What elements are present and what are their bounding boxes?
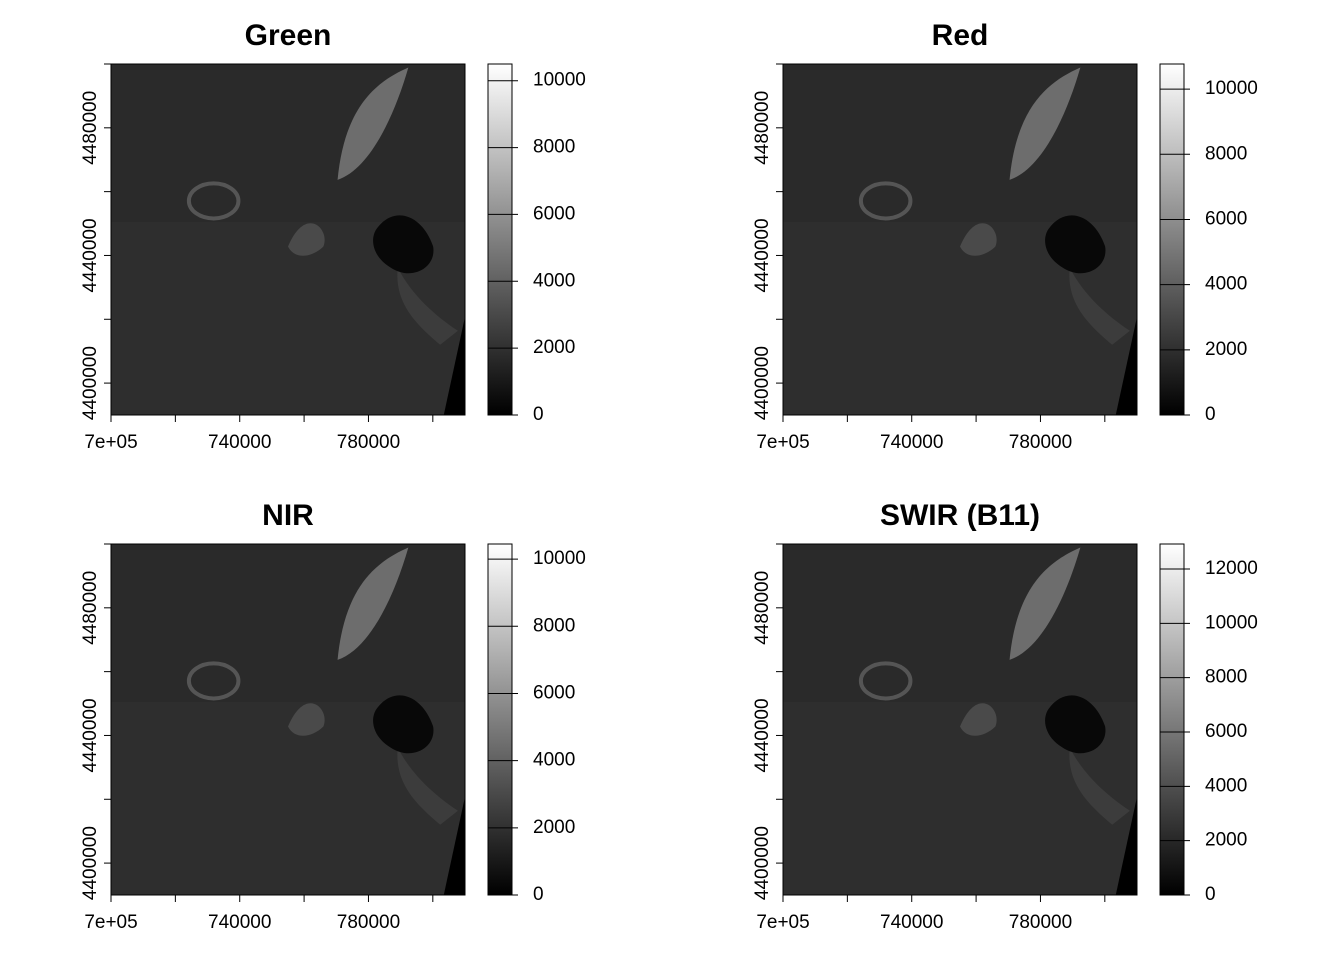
y-tick-label: 4440000 <box>80 218 101 292</box>
raster-image <box>110 63 466 416</box>
lake-tail <box>1069 267 1130 345</box>
y-tick-label: 4440000 <box>752 218 773 292</box>
plot-frame <box>782 63 1138 416</box>
nodata-corner <box>1115 796 1137 895</box>
x-tick-label: 740000 <box>208 912 271 933</box>
colorbar-tick-label: 12000 <box>1205 558 1258 579</box>
panel-title: SWIR (B11) <box>880 499 1040 532</box>
panel-title: Red <box>932 19 989 52</box>
colorbar-tick-label: 2000 <box>533 817 575 838</box>
x-tick-label: 7e+05 <box>84 912 137 933</box>
pit <box>858 181 913 221</box>
y-tick-label: 4400000 <box>80 826 101 900</box>
lake <box>1045 215 1106 274</box>
y-tick-label: 4480000 <box>752 91 773 165</box>
plot-frame <box>110 543 466 896</box>
colorbar-tick-label: 6000 <box>1205 721 1247 742</box>
x-tick-label: 740000 <box>208 432 271 453</box>
colorbar-tick-label: 6000 <box>533 203 575 224</box>
y-tick-label: 4400000 <box>752 826 773 900</box>
colorbar-tick-label: 10000 <box>533 548 586 569</box>
colorbar <box>1159 543 1185 896</box>
y-tick-label: 4440000 <box>80 698 101 772</box>
x-tick-label: 740000 <box>880 432 943 453</box>
lake-tail <box>397 747 458 825</box>
plot-frame <box>110 63 466 416</box>
colorbar-tick-label: 0 <box>1205 404 1216 425</box>
basin <box>288 703 325 736</box>
nodata-corner <box>1115 316 1137 415</box>
panel-title: Green <box>245 19 332 52</box>
pit <box>186 181 241 221</box>
colorbar <box>1159 63 1185 416</box>
x-tick-label: 7e+05 <box>756 912 809 933</box>
raster-image <box>110 543 466 896</box>
x-tick-label: 780000 <box>1009 912 1072 933</box>
y-tick-label: 4480000 <box>80 571 101 645</box>
colorbar-tick-label: 8000 <box>533 137 575 158</box>
y-tick-label: 4480000 <box>80 91 101 165</box>
basin <box>960 223 997 256</box>
plot-frame <box>782 543 1138 896</box>
raster-image <box>782 63 1138 416</box>
mountain-ridge <box>1009 67 1081 180</box>
nodata-corner <box>443 316 465 415</box>
colorbar <box>487 63 513 416</box>
y-tick-label: 4400000 <box>752 346 773 420</box>
y-tick-label: 4440000 <box>752 698 773 772</box>
colorbar-tick-label: 0 <box>533 404 544 425</box>
colorbar-tick-label: 10000 <box>1205 78 1258 99</box>
colorbar-tick-label: 2000 <box>1205 830 1247 851</box>
mountain-ridge <box>337 547 409 660</box>
lake <box>373 695 434 754</box>
colorbar-tick-label: 4000 <box>533 270 575 291</box>
lake <box>1045 695 1106 754</box>
colorbar-tick-label: 4000 <box>1205 274 1247 295</box>
lake <box>373 215 434 274</box>
colorbar <box>487 543 513 896</box>
colorbar-tick-label: 4000 <box>1205 775 1247 796</box>
colorbar-tick-label: 8000 <box>1205 667 1247 688</box>
colorbar-tick-label: 10000 <box>533 70 586 91</box>
x-tick-label: 7e+05 <box>756 432 809 453</box>
colorbar-tick-label: 8000 <box>533 615 575 636</box>
nodata-corner <box>443 796 465 895</box>
colorbar-tick-label: 2000 <box>533 337 575 358</box>
pit <box>186 661 241 701</box>
colorbar-tick-label: 10000 <box>1205 612 1258 633</box>
y-tick-label: 4480000 <box>752 571 773 645</box>
x-tick-label: 740000 <box>880 912 943 933</box>
y-tick-label: 4400000 <box>80 346 101 420</box>
x-tick-label: 780000 <box>1009 432 1072 453</box>
panel-title: NIR <box>262 499 314 532</box>
colorbar-tick-label: 0 <box>1205 884 1216 905</box>
x-tick-label: 780000 <box>337 912 400 933</box>
x-tick-label: 780000 <box>337 432 400 453</box>
lake-tail <box>1069 747 1130 825</box>
colorbar-tick-label: 6000 <box>1205 208 1247 229</box>
colorbar-tick-label: 6000 <box>533 682 575 703</box>
colorbar-tick-label: 0 <box>533 884 544 905</box>
mountain-ridge <box>337 67 409 180</box>
basin <box>960 703 997 736</box>
colorbar-tick-label: 2000 <box>1205 339 1247 360</box>
colorbar-tick-label: 8000 <box>1205 143 1247 164</box>
lake-tail <box>397 267 458 345</box>
pit <box>858 661 913 701</box>
mountain-ridge <box>1009 547 1081 660</box>
x-tick-label: 7e+05 <box>84 432 137 453</box>
basin <box>288 223 325 256</box>
colorbar-tick-label: 4000 <box>533 750 575 771</box>
raster-image <box>782 543 1138 896</box>
